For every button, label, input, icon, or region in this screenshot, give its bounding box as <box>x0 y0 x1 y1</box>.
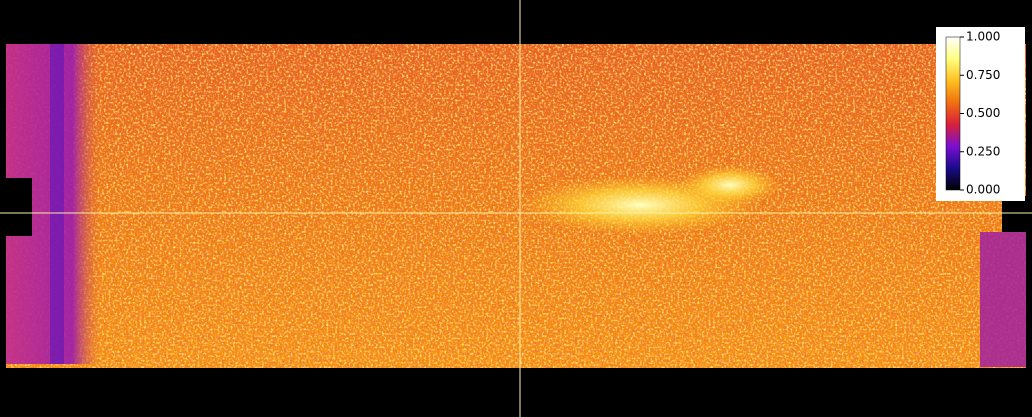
image-view: 1.000 0.750 0.500 0.250 0.000 <box>0 0 1032 417</box>
right-edge <box>980 232 1026 367</box>
left-notch <box>0 178 32 236</box>
colorbar-tick-label: 0.000 <box>966 183 1000 197</box>
colorbar-tick-label: 0.500 <box>966 106 1000 120</box>
colorbar-tick-label: 1.000 <box>966 30 1000 44</box>
colorbar-tick-label: 0.250 <box>966 144 1000 158</box>
bottom-band <box>0 368 1032 417</box>
page: 1.0000.7500.5000.2500.000 (() => { const… <box>0 0 1032 417</box>
colorbar: 1.000 0.750 0.500 0.250 0.000 <box>936 27 1025 201</box>
colorbar-tick-label: 0.750 <box>966 68 1000 82</box>
hot-spot <box>680 165 780 205</box>
left-band <box>50 44 64 364</box>
right-notch <box>1002 196 1032 232</box>
colorbar-gradient <box>946 37 960 190</box>
texture-bright <box>6 44 1026 372</box>
